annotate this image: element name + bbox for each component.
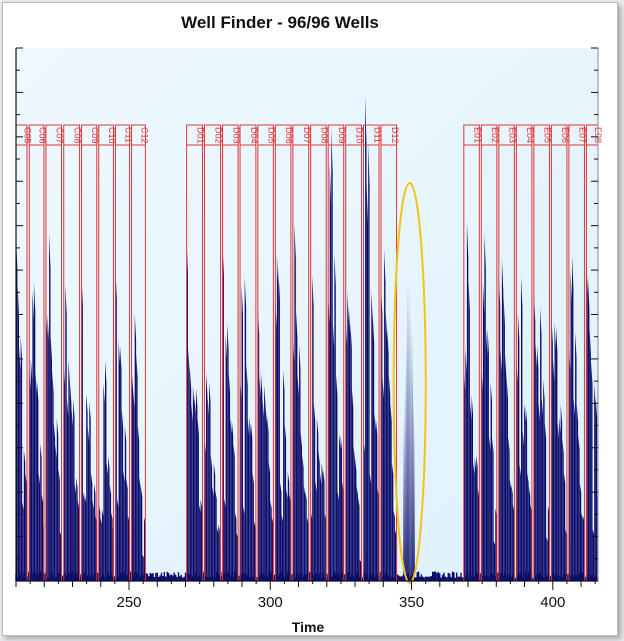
- well-label: C07: [55, 127, 65, 144]
- x-tick-label: 250: [116, 594, 141, 611]
- signal-burst-e02: [481, 233, 497, 582]
- well-label: E06: [560, 127, 570, 143]
- signal-burst-d12: [381, 249, 397, 581]
- signal-burst-c08: [63, 284, 80, 581]
- signal-burst-e04: [516, 277, 532, 581]
- well-label: D01: [196, 127, 206, 144]
- well-label: D05: [267, 127, 277, 144]
- well-label: C05: [23, 127, 33, 144]
- well-label: E05: [543, 127, 553, 143]
- plot-area: C05 C06 C07 C08 C09 C10 C11 C12 D01 D02 D03 D04 D05 D…: [15, 47, 603, 611]
- signal-burst-c05: [16, 235, 27, 581]
- well-label: C12: [139, 127, 149, 144]
- signal-burst-d07: [292, 223, 309, 581]
- signal-burst-e03: [498, 259, 515, 581]
- signal-trace: [15, 96, 598, 582]
- well-label: C06: [38, 127, 48, 144]
- signal-burst-c12: [131, 313, 146, 581]
- chart-title: Well Finder - 96/96 Wells: [181, 13, 379, 32]
- signal-burst-c07: [45, 233, 62, 582]
- signal-burst-d02: [204, 373, 221, 581]
- x-tick-label: 300: [258, 594, 283, 611]
- signal-burst-e06: [551, 317, 567, 581]
- signal-burst-e08: [586, 260, 598, 581]
- chart-window: Well Finder - 96/96 Wells C05 C06 C07 C08 C0…: [2, 2, 618, 636]
- signal-burst-c06: [29, 281, 44, 581]
- axes: 250 300 350 400: [15, 47, 599, 611]
- well-label: D09: [337, 127, 347, 144]
- well-label: D07: [302, 127, 312, 144]
- well-label: E01: [473, 127, 483, 143]
- signal-burst-d05: [257, 307, 274, 581]
- well-label: C11: [124, 127, 134, 143]
- signal-burst-d04: [240, 277, 256, 581]
- signal-burst-c10: [98, 360, 114, 581]
- well-boxes: C05 C06 C07 C08 C09 C10 C11 C12 D01 D02 D03 D04 D05 D…: [15, 124, 603, 582]
- well-label: C10: [107, 127, 117, 144]
- well-label: D10: [355, 127, 365, 144]
- well-label: D06: [284, 127, 294, 144]
- signal-burst-d11: [363, 96, 379, 581]
- well-label: E04: [525, 127, 535, 143]
- well-label: C09: [90, 127, 100, 144]
- signal-burst-d03: [222, 241, 238, 582]
- highlighted-peak: [403, 274, 415, 581]
- well-label: D04: [249, 127, 259, 144]
- signal-burst-e01: [463, 222, 480, 581]
- signal-burst-c09: [81, 275, 97, 581]
- well-label: D02: [213, 127, 223, 144]
- well-label: C08: [73, 127, 83, 144]
- well-label: E07: [578, 127, 588, 143]
- signal-burst-e07: [568, 255, 585, 581]
- signal-burst-c11: [115, 268, 130, 581]
- x-axis-label: Time: [291, 619, 325, 635]
- well-label: E03: [508, 127, 518, 143]
- x-tick-label: 400: [540, 594, 565, 611]
- well-label: D12: [390, 127, 400, 144]
- signal-burst-d08: [310, 275, 327, 581]
- signal-burst-d10: [345, 292, 362, 581]
- well-label: E02: [490, 127, 500, 143]
- signal-burst-d06: [275, 254, 291, 581]
- annotations: [392, 182, 427, 584]
- x-tick-label: 350: [399, 594, 424, 611]
- signal-burst-d09: [328, 128, 344, 581]
- well-label: D11: [372, 127, 382, 143]
- well-label: D03: [231, 127, 241, 144]
- signal-burst-e05: [533, 293, 550, 581]
- highlight-ellipse: [392, 182, 427, 584]
- well-label: D08: [319, 127, 329, 144]
- signal-burst-d01: [186, 239, 203, 581]
